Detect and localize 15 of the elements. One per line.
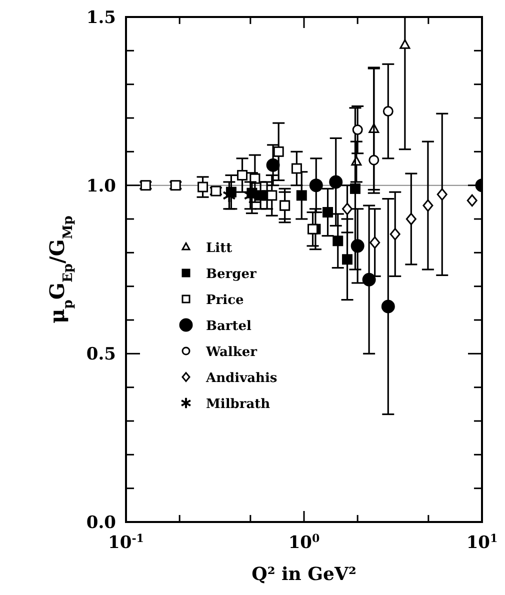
legend-label: Milbrath bbox=[206, 397, 271, 412]
legend-label: Bartel bbox=[206, 319, 252, 334]
x-tick-label: 10$^{1}$ bbox=[466, 532, 498, 553]
y-tick-label: 0.5 bbox=[86, 344, 116, 365]
x-axis-title: Q² in GeV² bbox=[252, 564, 356, 585]
legend-label: Walker bbox=[205, 345, 258, 360]
x-tick-label: 10$^{-1}$ bbox=[108, 532, 144, 553]
legend-label: Berger bbox=[206, 267, 256, 282]
legend-label: Litt bbox=[206, 241, 232, 256]
legend-label: Price bbox=[206, 293, 244, 308]
y-tick-label: 1.0 bbox=[86, 176, 116, 196]
y-tick-label: 0.0 bbox=[86, 513, 116, 533]
y-tick-label: 1.5 bbox=[86, 8, 116, 28]
x-tick-label: 10$^{0}$ bbox=[288, 532, 320, 553]
legend-label: Andivahis bbox=[205, 371, 278, 386]
